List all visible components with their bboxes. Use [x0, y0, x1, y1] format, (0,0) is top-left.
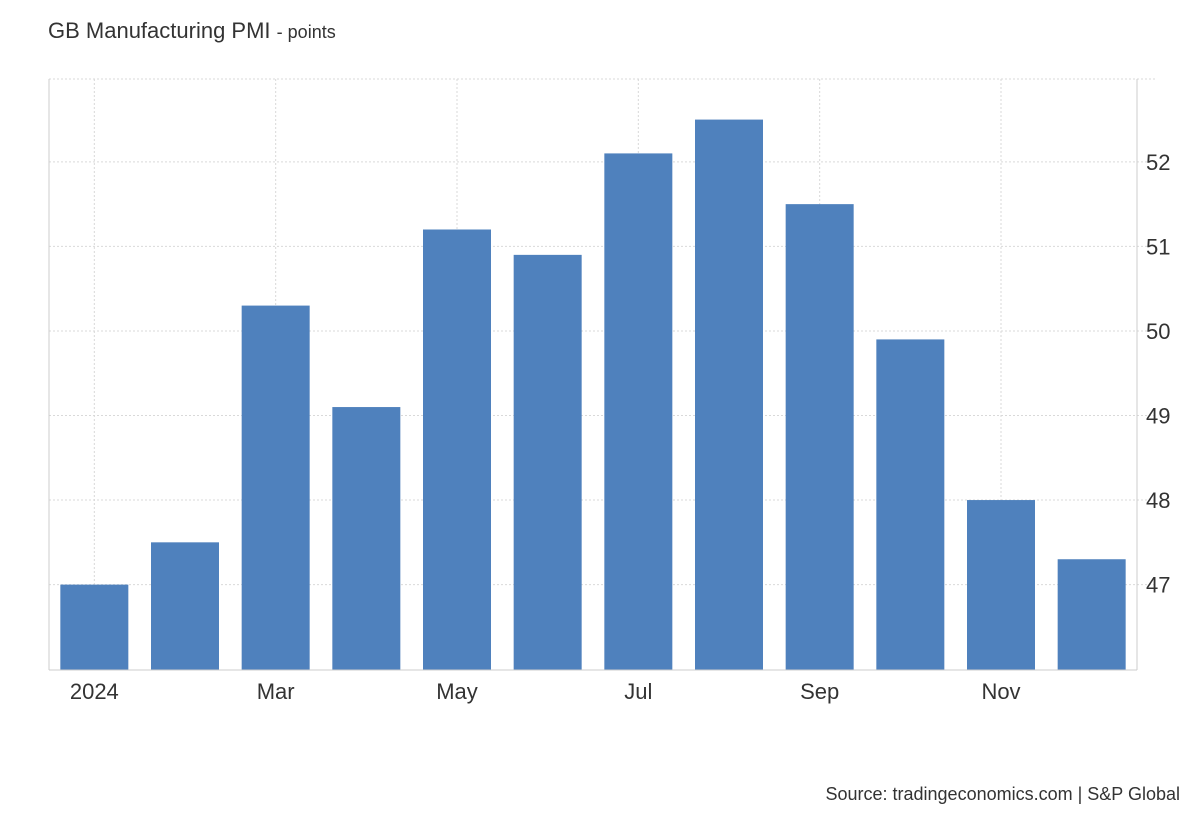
y-tick-label: 50 [1146, 319, 1170, 344]
bar [604, 153, 673, 670]
x-tick-label: May [436, 679, 478, 704]
x-tick-label: Sep [800, 679, 839, 704]
y-tick-label: 49 [1146, 404, 1170, 429]
x-tick-label: Jul [624, 679, 652, 704]
bar [241, 305, 310, 670]
y-tick-label: 52 [1146, 150, 1170, 175]
y-tick-label: 51 [1146, 234, 1170, 259]
bar [1057, 559, 1126, 670]
bar [695, 119, 763, 671]
bar-series [60, 119, 1126, 671]
x-tick-label: 2024 [70, 679, 119, 704]
bar [60, 584, 129, 670]
chart-title: GB Manufacturing PMI - points [48, 18, 336, 44]
bar [967, 500, 1035, 670]
bar-chart: 47 48 49 50 51 52 2024 Mar May Jul Sep Nov [48, 78, 1170, 704]
bar [423, 229, 491, 670]
bar [513, 254, 582, 670]
x-axis-labels: 2024 Mar May Jul Sep Nov [70, 679, 1021, 704]
bar [151, 542, 219, 670]
y-tick-label: 47 [1146, 573, 1170, 598]
y-axis-labels: 47 48 49 50 51 52 [1146, 150, 1170, 598]
bar [332, 407, 401, 670]
chart-unit-label: - points [276, 22, 336, 42]
axes [48, 79, 1138, 671]
x-tick-label: Nov [981, 679, 1020, 704]
chart-title-text: GB Manufacturing PMI [48, 18, 271, 43]
bar [785, 204, 854, 670]
x-tick-label: Mar [257, 679, 295, 704]
source-credit: Source: tradingeconomics.com | S&P Globa… [825, 784, 1180, 804]
bar [876, 339, 945, 670]
y-tick-label: 48 [1146, 488, 1170, 513]
